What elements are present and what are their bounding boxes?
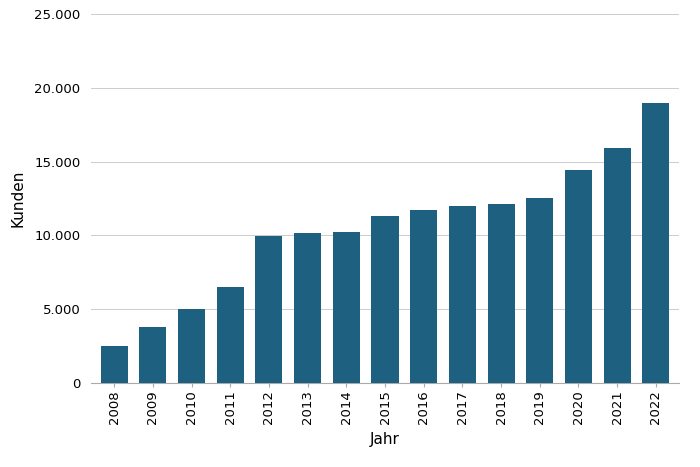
Bar — [449, 206, 476, 383]
Bar — [139, 327, 167, 383]
X-axis label: Jahr: Jahr — [370, 432, 400, 447]
Bar — [332, 232, 360, 383]
Bar — [526, 198, 553, 383]
Bar — [565, 170, 592, 383]
Bar — [178, 309, 205, 383]
Bar — [410, 210, 438, 383]
Y-axis label: Kunden: Kunden — [11, 170, 26, 227]
Bar — [603, 149, 631, 383]
Bar — [643, 103, 669, 383]
Bar — [101, 346, 128, 383]
Bar — [372, 216, 398, 383]
Bar — [217, 287, 244, 383]
Bar — [487, 205, 514, 383]
Bar — [294, 233, 321, 383]
Bar — [256, 236, 283, 383]
